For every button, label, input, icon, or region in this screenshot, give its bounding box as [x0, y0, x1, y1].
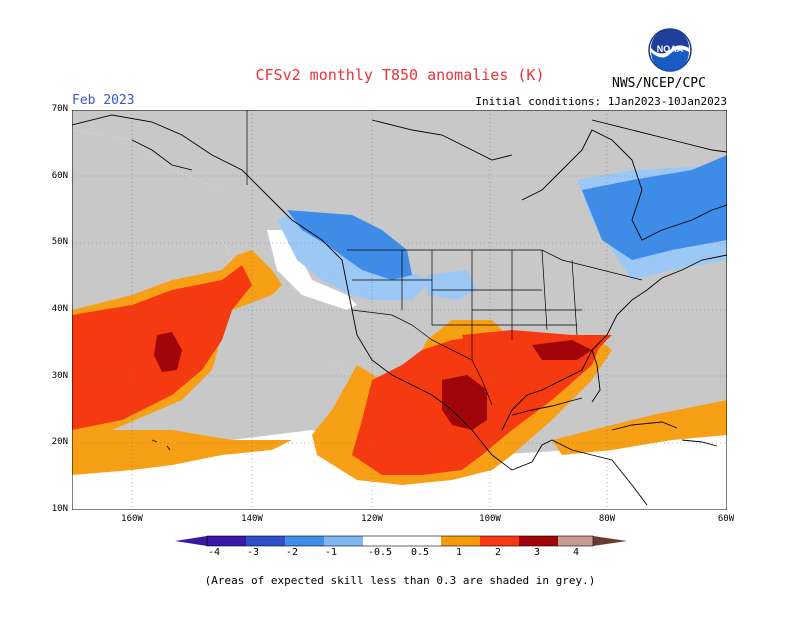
anomaly-map [72, 110, 727, 510]
colorbar-label: 4 [572, 547, 580, 558]
borders [246, 110, 643, 406]
lat-label-70n: 70N [51, 104, 68, 114]
lat-label-60n: 60N [51, 171, 68, 181]
lon-label-60w: 60W [717, 514, 735, 524]
colorbar-label: -3 [246, 547, 260, 558]
colorbar-bin [207, 536, 246, 546]
colorbar-bin [480, 536, 519, 546]
dark-red-mexico [442, 375, 487, 430]
orange-subtropical [72, 430, 292, 475]
noaa-logo-text: NOAA [657, 44, 684, 54]
colorbar-label: -1 [324, 547, 338, 558]
colorbar [175, 535, 627, 547]
lon-label-80w: 80W [598, 514, 616, 524]
lon-label-140w: 140W [241, 514, 263, 524]
dark-red-pacific [154, 332, 182, 372]
skill-footnote: (Areas of expected skill less than 0.3 a… [204, 574, 596, 587]
colorbar-bin [246, 536, 285, 546]
initial-conditions: Initial conditions: 1Jan2023-10Jan2023 [475, 95, 727, 108]
coastlines [72, 114, 727, 506]
colorbar-label: -0.5 [367, 547, 393, 558]
colorbar-label: -4 [207, 547, 221, 558]
colorbar-label: 2 [494, 547, 502, 558]
colorbar-label: 0.5 [410, 547, 430, 558]
colorbar-arrow-right [593, 536, 627, 546]
lat-label-10n: 10N [51, 504, 68, 514]
dark-red-southeast [532, 340, 592, 360]
colorbar-bin [519, 536, 558, 546]
lon-label-100w: 100W [479, 514, 501, 524]
valid-month: Feb 2023 [72, 93, 135, 108]
blue-east [582, 155, 727, 260]
low-skill-grey-east [612, 280, 727, 410]
colorbar-bin [324, 536, 363, 546]
colorbar-label: 3 [533, 547, 541, 558]
colorbar-label: -2 [285, 547, 299, 558]
white-gap-south [72, 440, 727, 510]
lat-label-40n: 40N [51, 304, 68, 314]
white-gap-west [267, 230, 357, 310]
colorbar-bin [558, 536, 593, 546]
light-blue-plains [427, 270, 477, 300]
map-title: CFSv2 monthly T850 anomalies (K) [255, 66, 545, 84]
noaa-logo: NOAA [648, 28, 692, 72]
orange-caribbean [552, 400, 727, 455]
lat-label-20n: 20N [51, 437, 68, 447]
lon-label-120w: 120W [361, 514, 383, 524]
colorbar-bin [402, 536, 441, 546]
agency-label: NWS/NCEP/CPC [612, 76, 706, 91]
colorbar-bin [285, 536, 324, 546]
lat-label-30n: 30N [51, 371, 68, 381]
colorbar-bin [363, 536, 402, 546]
lon-label-160w: 160W [121, 514, 143, 524]
colorbar-arrow-left [175, 536, 207, 546]
colorbar-bin [441, 536, 480, 546]
colorbar-label: 1 [455, 547, 463, 558]
lat-label-50n: 50N [51, 237, 68, 247]
blue-west [287, 210, 412, 280]
